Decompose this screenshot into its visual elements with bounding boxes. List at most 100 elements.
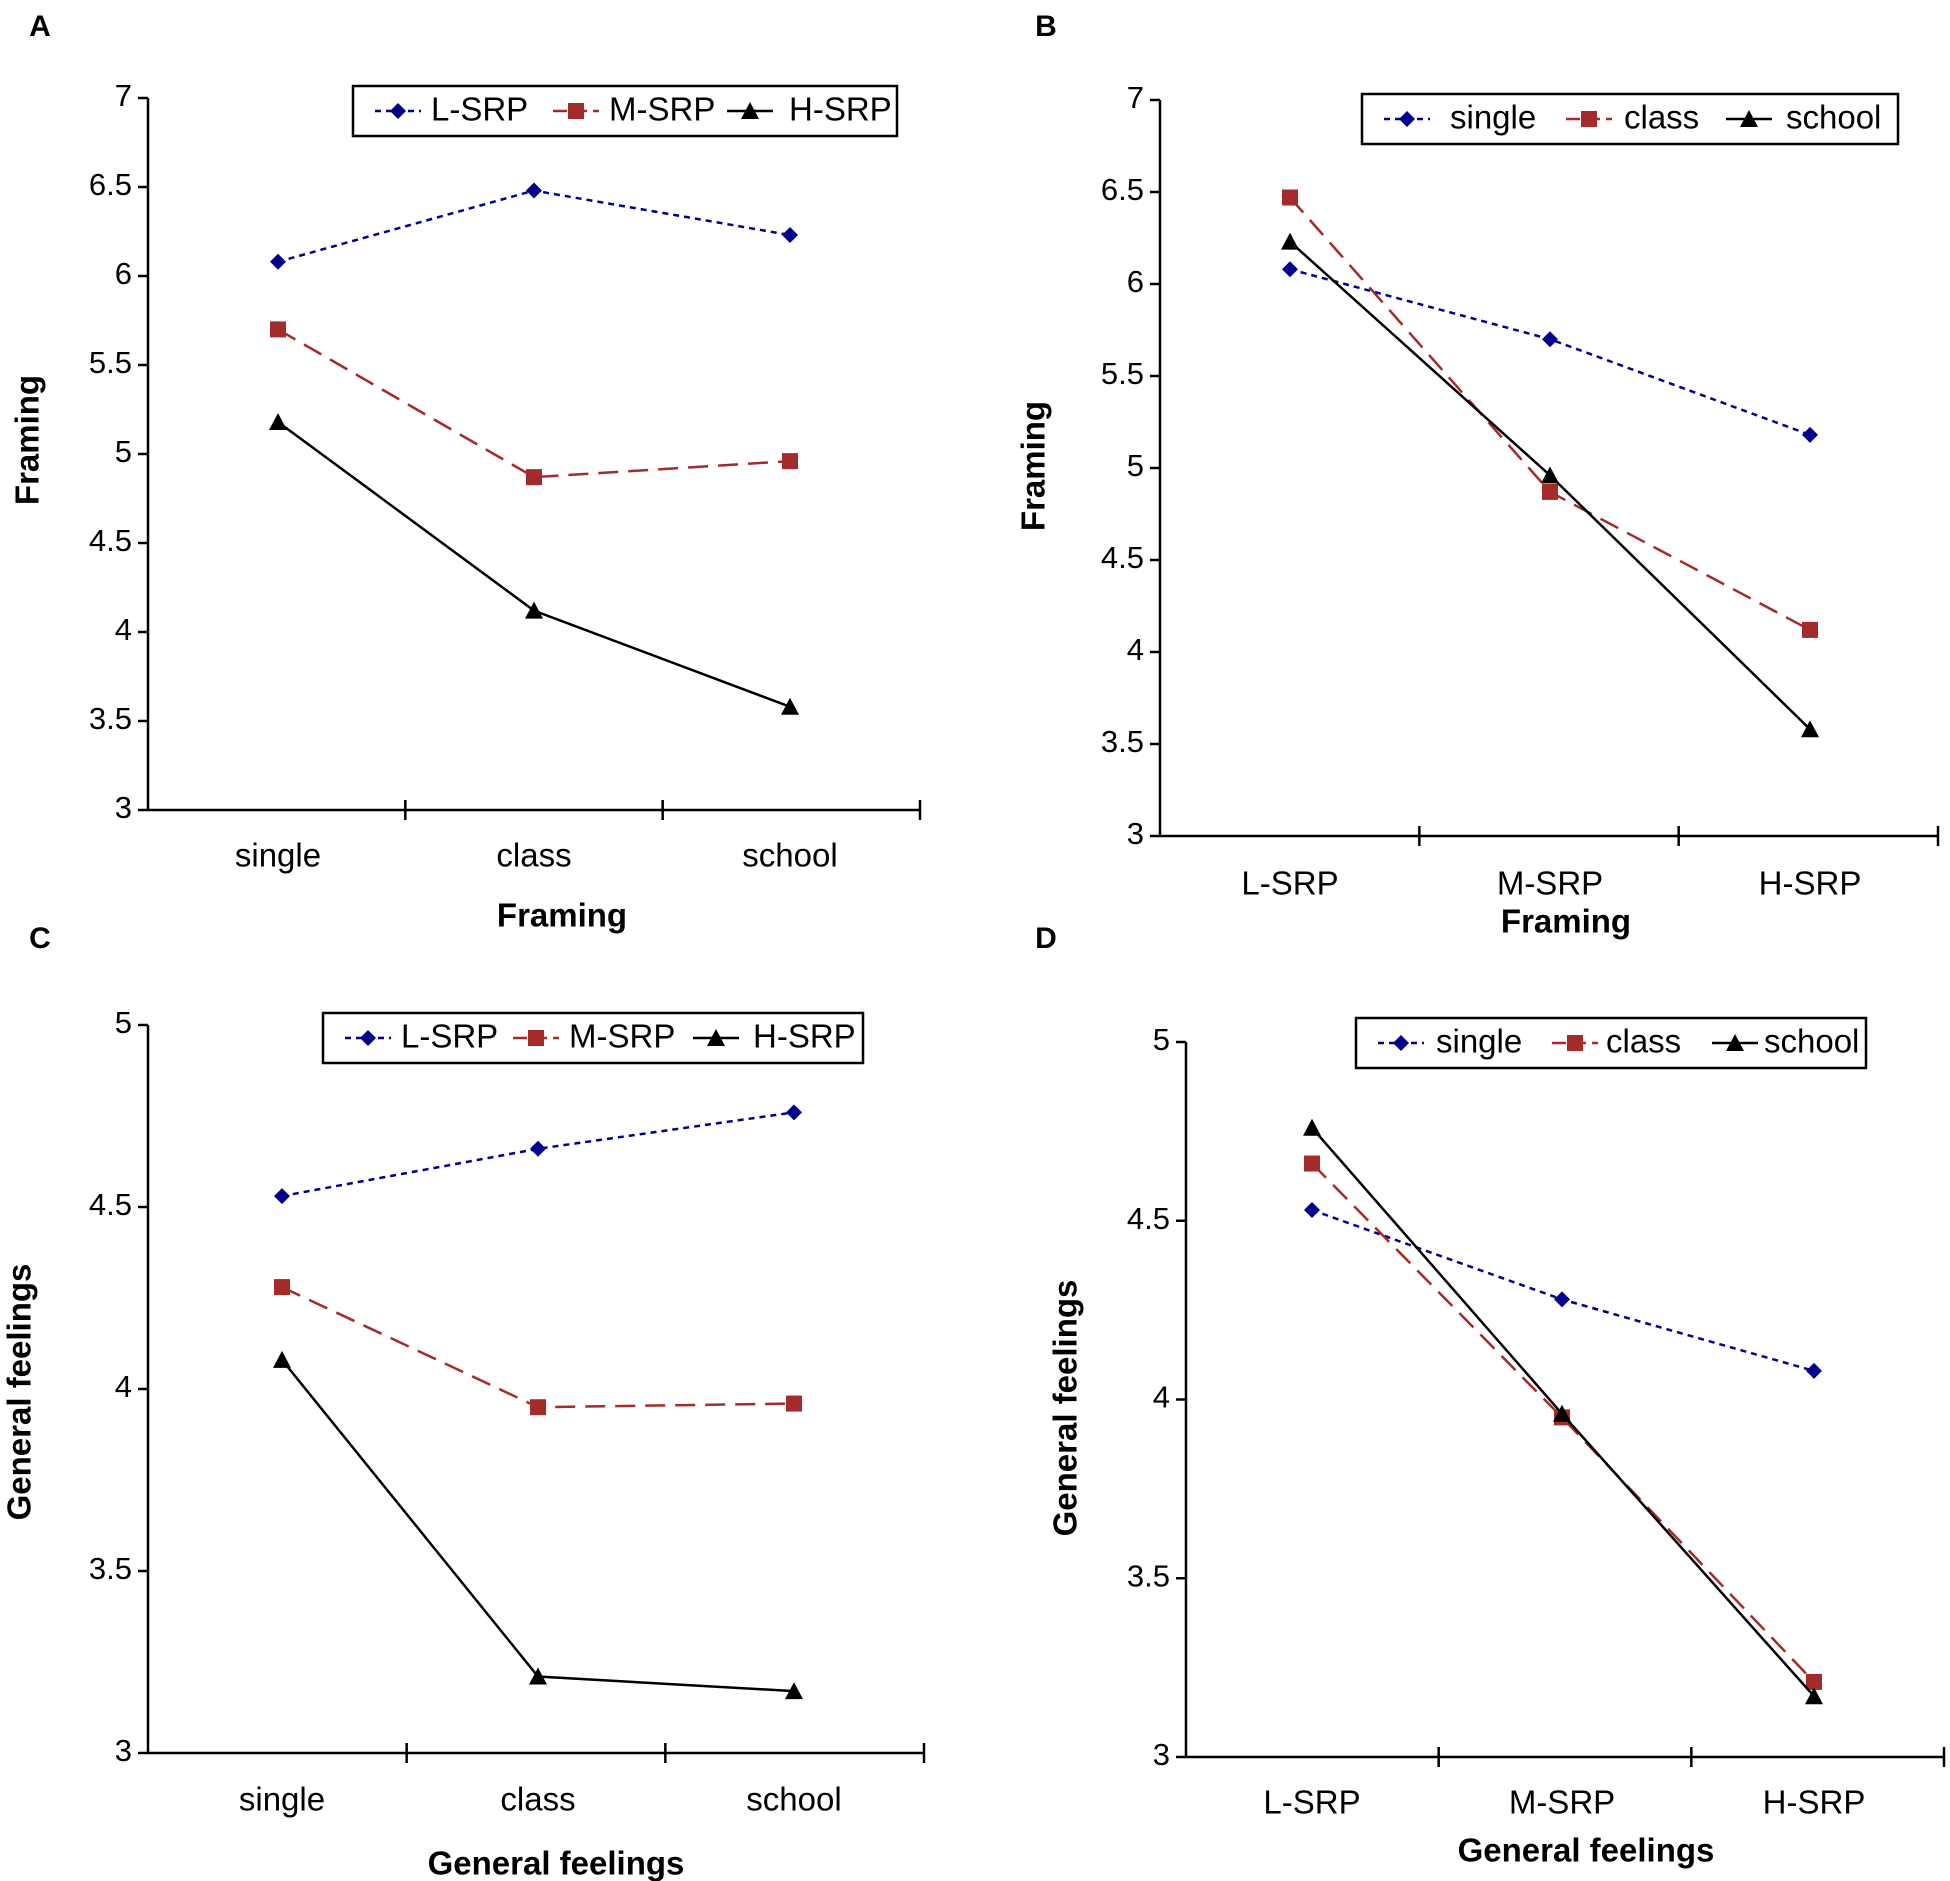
y-tick-label: 4	[1127, 632, 1144, 667]
y-axis-title: General feelings	[1, 1264, 38, 1521]
legend-box	[321, 1011, 865, 1065]
legend-marker	[741, 102, 759, 119]
data-point	[1806, 1362, 1822, 1379]
legend-label: class	[1624, 99, 1699, 136]
data-point	[270, 321, 286, 338]
data-point	[530, 1140, 546, 1157]
x-category-label: H-SRP	[1759, 865, 1862, 902]
panel-b: B 3 3.5 4 4.5 5 5.5 6 6.5 7 L-SRP M-SRP H-SRP Framing…	[1015, 10, 1940, 940]
data-point	[270, 253, 286, 270]
series-line	[1289, 196, 1811, 632]
panel-letter: C	[29, 922, 51, 955]
legend-marker	[1581, 111, 1597, 127]
y-tick-label: 4.5	[1101, 540, 1144, 575]
data-point	[273, 1350, 291, 1368]
legend-label: L-SRP	[431, 91, 528, 128]
series-l-srp	[274, 1104, 802, 1205]
panel-letter: A	[29, 10, 51, 43]
series-class	[1304, 1155, 1822, 1690]
series-h-srp	[269, 412, 799, 715]
x-axis-title: Framing	[497, 897, 627, 934]
legend-marker	[707, 1029, 725, 1046]
data-point	[1802, 621, 1818, 638]
data-point	[1282, 261, 1298, 278]
legend-label: H-SRP	[753, 1018, 856, 1055]
y-tick-label: 3.5	[89, 701, 132, 736]
panel-letter: B	[1035, 10, 1057, 43]
legend: single class school	[1354, 1016, 1868, 1070]
data-point	[269, 412, 287, 430]
y-tick-label: 5	[115, 434, 132, 469]
legend-marker	[568, 103, 584, 119]
legend-box	[1354, 1016, 1868, 1070]
y-tick-label: 3	[1153, 1737, 1170, 1772]
data-point	[1282, 189, 1298, 206]
data-point	[1304, 1202, 1320, 1219]
series-school	[1303, 1118, 1823, 1705]
x-category-label: M-SRP	[1497, 865, 1603, 902]
data-point	[1805, 1687, 1823, 1705]
y-tick-label: 4	[115, 612, 132, 647]
legend-marker	[1393, 1035, 1409, 1051]
series-class	[1282, 189, 1818, 638]
series-line	[281, 1285, 795, 1409]
y-tick-label: 4	[1153, 1380, 1170, 1415]
x-category-label: class	[500, 1781, 575, 1818]
y-axis-title: Framing	[9, 375, 46, 505]
y-tick-label: 5	[115, 1005, 132, 1040]
x-category-label: L-SRP	[1263, 1784, 1360, 1821]
series-m-srp	[274, 1279, 802, 1416]
series-line	[277, 189, 791, 263]
y-tick-label: 3.5	[1101, 724, 1144, 759]
data-point	[1542, 331, 1558, 348]
series-single	[1304, 1202, 1822, 1379]
x-category-label: H-SRP	[1763, 1784, 1866, 1821]
y-tick-label: 7	[115, 78, 132, 113]
y-tick-label: 4	[115, 1369, 132, 1404]
legend-marker	[1399, 111, 1415, 127]
data-point	[530, 1399, 546, 1416]
data-point	[785, 1682, 803, 1700]
y-tick-label: 5	[1153, 1022, 1170, 1057]
y-axis-title: Framing	[1015, 401, 1052, 531]
legend-box	[351, 84, 899, 138]
y-tick-label: 5	[1127, 448, 1144, 483]
y-tick-label: 3	[115, 1733, 132, 1768]
data-point	[1802, 426, 1818, 443]
legend-marker	[528, 1030, 544, 1046]
series-h-srp	[273, 1350, 803, 1700]
legend-marker	[1567, 1035, 1583, 1051]
data-point	[274, 1188, 290, 1205]
series-line	[1311, 1208, 1815, 1373]
y-tick-label: 6	[115, 256, 132, 291]
y-tick-label: 7	[1127, 80, 1144, 115]
legend-label: school	[1764, 1023, 1859, 1060]
data-point	[1542, 483, 1558, 500]
data-point	[274, 1279, 290, 1296]
data-point	[1553, 1404, 1571, 1422]
panel-a: A 3 3.5 4 4.5 5 5.5 6 6.5 7 single class school Frami…	[9, 10, 922, 934]
data-point	[782, 453, 798, 470]
data-point	[1554, 1291, 1570, 1308]
legend-marker	[360, 1030, 376, 1046]
series-line	[277, 420, 791, 708]
legend-label: school	[1786, 99, 1881, 136]
legend-label: M-SRP	[569, 1018, 675, 1055]
series-line	[281, 1111, 795, 1198]
series-line	[1289, 268, 1811, 437]
legend-box	[1360, 92, 1900, 146]
panel-d: D 3 3.5 4 4.5 5 L-SRP M-SRP H-SRP General feeling…	[1035, 922, 1946, 1869]
series-m-srp	[270, 321, 798, 486]
y-tick-label: 4.5	[89, 1187, 132, 1222]
y-tick-label: 3.5	[89, 1551, 132, 1586]
legend-marker	[1726, 1034, 1744, 1051]
data-point	[1303, 1118, 1321, 1136]
data-point	[786, 1104, 802, 1121]
y-tick-label: 6.5	[89, 167, 132, 202]
data-point	[1304, 1155, 1320, 1172]
series-single	[1282, 261, 1818, 443]
legend-label: class	[1606, 1023, 1681, 1060]
x-category-label: single	[235, 837, 321, 874]
legend-label: L-SRP	[401, 1018, 498, 1055]
